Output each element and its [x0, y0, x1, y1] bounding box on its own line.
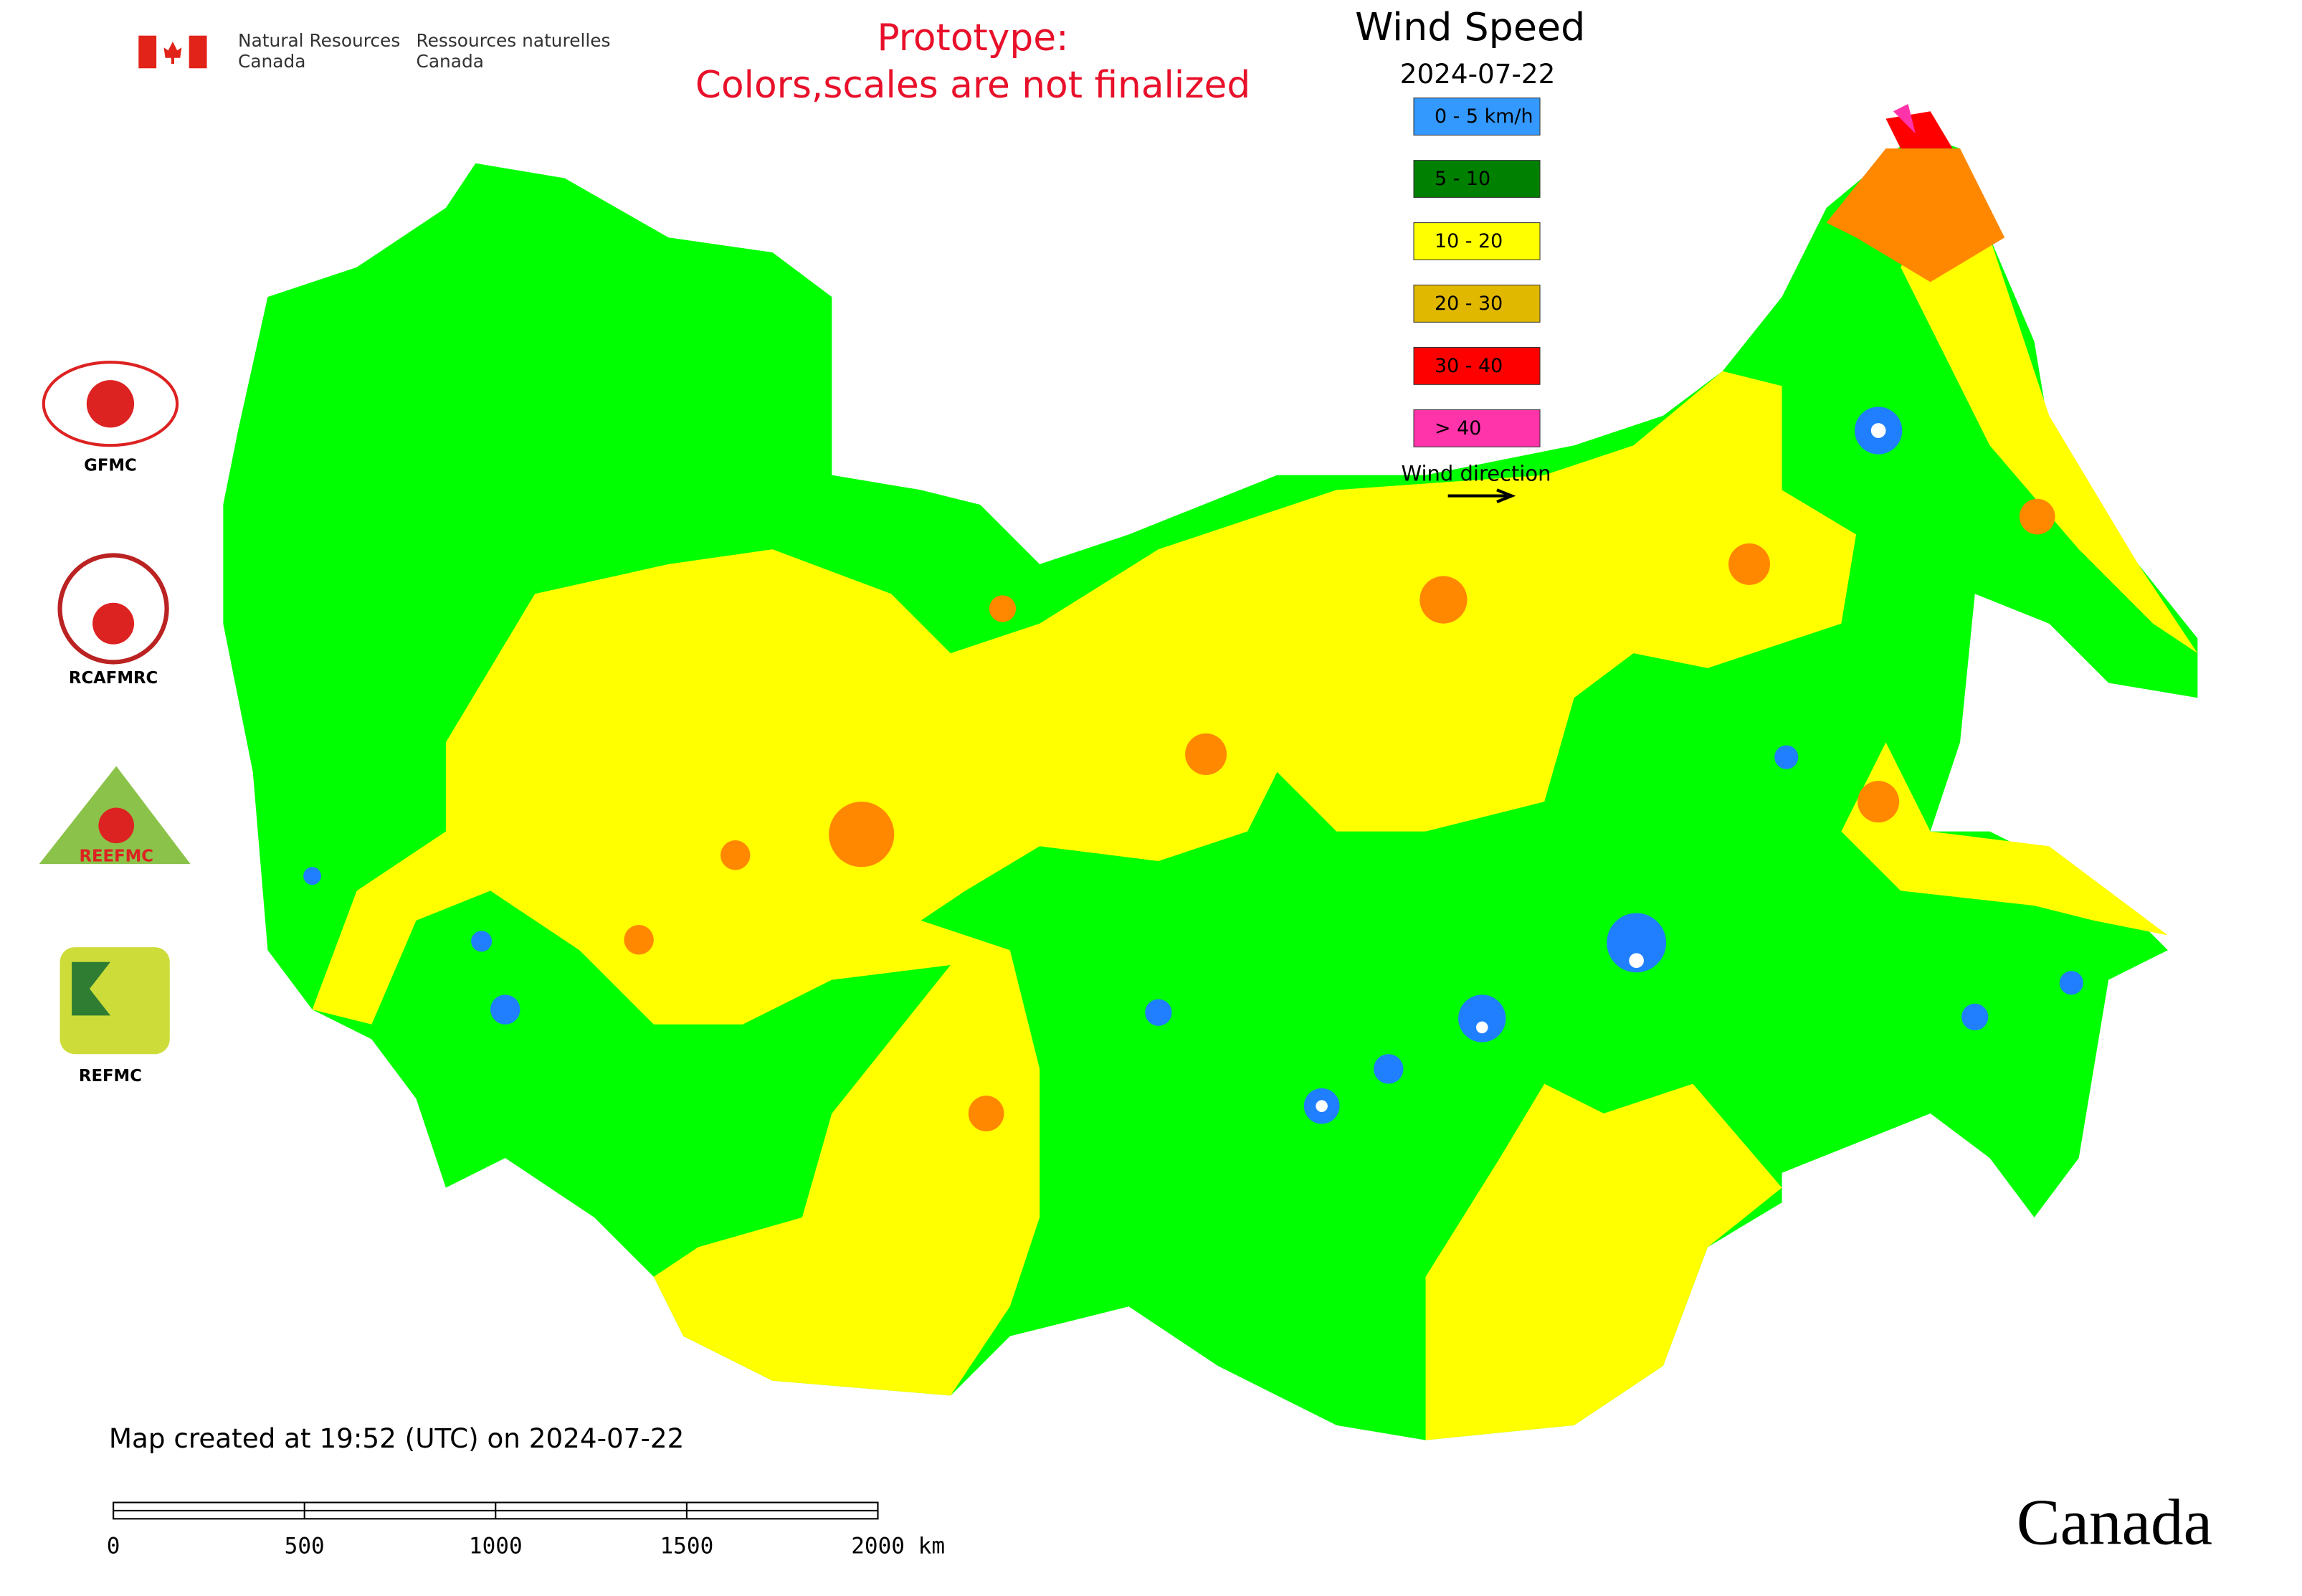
- legend-swatch: [1413, 409, 1541, 447]
- legend-swatch: [1413, 98, 1541, 136]
- zone-over-40: [1893, 103, 1916, 134]
- rcafmrc-logo: [57, 553, 169, 665]
- legend: 0 - 5 km/h 5 - 10 10 - 20 20 - 30 30 - 40 > 4…: [1413, 98, 1541, 447]
- legend-title: Wind Speed: [1355, 4, 1585, 49]
- prototype-note: Prototype:: [877, 16, 1068, 60]
- flag-bar: [189, 35, 207, 69]
- logos: GFMC RCAFMRC REEFMC REFMC: [39, 361, 191, 1086]
- legend-swatch: [1413, 222, 1541, 260]
- logo-label: RCAFMRC: [69, 669, 158, 688]
- zone-10-20: [1425, 1083, 1782, 1440]
- legend-label: 10 - 20: [1435, 230, 1503, 252]
- legend-label: 30 - 40: [1435, 355, 1503, 377]
- canada-wordmark: Canada: [2017, 1486, 2212, 1559]
- low-wind-center: [1316, 423, 1886, 1112]
- zone-20-30: [1826, 148, 2005, 282]
- reefmc-logo: [98, 807, 135, 844]
- maple-leaf: [163, 41, 182, 65]
- scale-label: 1000: [469, 1534, 523, 1559]
- scale-label: 2000 km: [851, 1534, 945, 1559]
- zone-10-20: [1901, 193, 2198, 654]
- wind-map: [223, 103, 2198, 1440]
- scale-label: 1500: [660, 1534, 713, 1559]
- rcafmrc-logo: [92, 602, 135, 645]
- refmc-logo: [72, 961, 110, 1016]
- legend-swatch: [1413, 347, 1541, 385]
- logo-label: GFMC: [84, 457, 137, 475]
- logo-label: REEFMC: [79, 847, 153, 865]
- agency-fr: Canada: [417, 51, 484, 72]
- legend-label: 20 - 30: [1435, 293, 1503, 315]
- gfmc-logo: [86, 380, 135, 428]
- wind-arrow: [1447, 488, 1516, 503]
- scale-bar: 0 500 1000 1500 2000 km: [107, 1501, 945, 1559]
- zone-0-5: [303, 407, 2083, 1124]
- agency-fr: Ressources naturelles: [417, 30, 611, 51]
- legend-label: > 40: [1435, 417, 1481, 440]
- legend-swatch: [1413, 160, 1541, 198]
- zone-30-40: [1885, 111, 1953, 149]
- zone-10-20: [1841, 742, 2168, 936]
- wind-direction-label: Wind direction: [1401, 462, 1551, 486]
- prototype-note: Colors,scales are not finalized: [695, 64, 1250, 107]
- scale-label: 0: [107, 1534, 120, 1559]
- agency-en: Natural Resources: [238, 30, 400, 51]
- agency-en: Canada: [238, 51, 305, 72]
- gfmc-logo: [42, 361, 179, 447]
- legend-swatch: [1413, 285, 1541, 323]
- zone-20-30: [624, 498, 2055, 1131]
- scale-label: 500: [285, 1534, 325, 1559]
- created-note: Map created at 19:52 (UTC) on 2024-07-22: [109, 1422, 684, 1454]
- legend-label: 5 - 10: [1435, 168, 1490, 190]
- legend-label: 0 - 5 km/h: [1435, 105, 1533, 128]
- flag-bar: [138, 35, 157, 69]
- zone-10-20: [312, 371, 1857, 1396]
- legend-date: 2024-07-22: [1400, 58, 1556, 90]
- logo-label: REFMC: [79, 1067, 142, 1086]
